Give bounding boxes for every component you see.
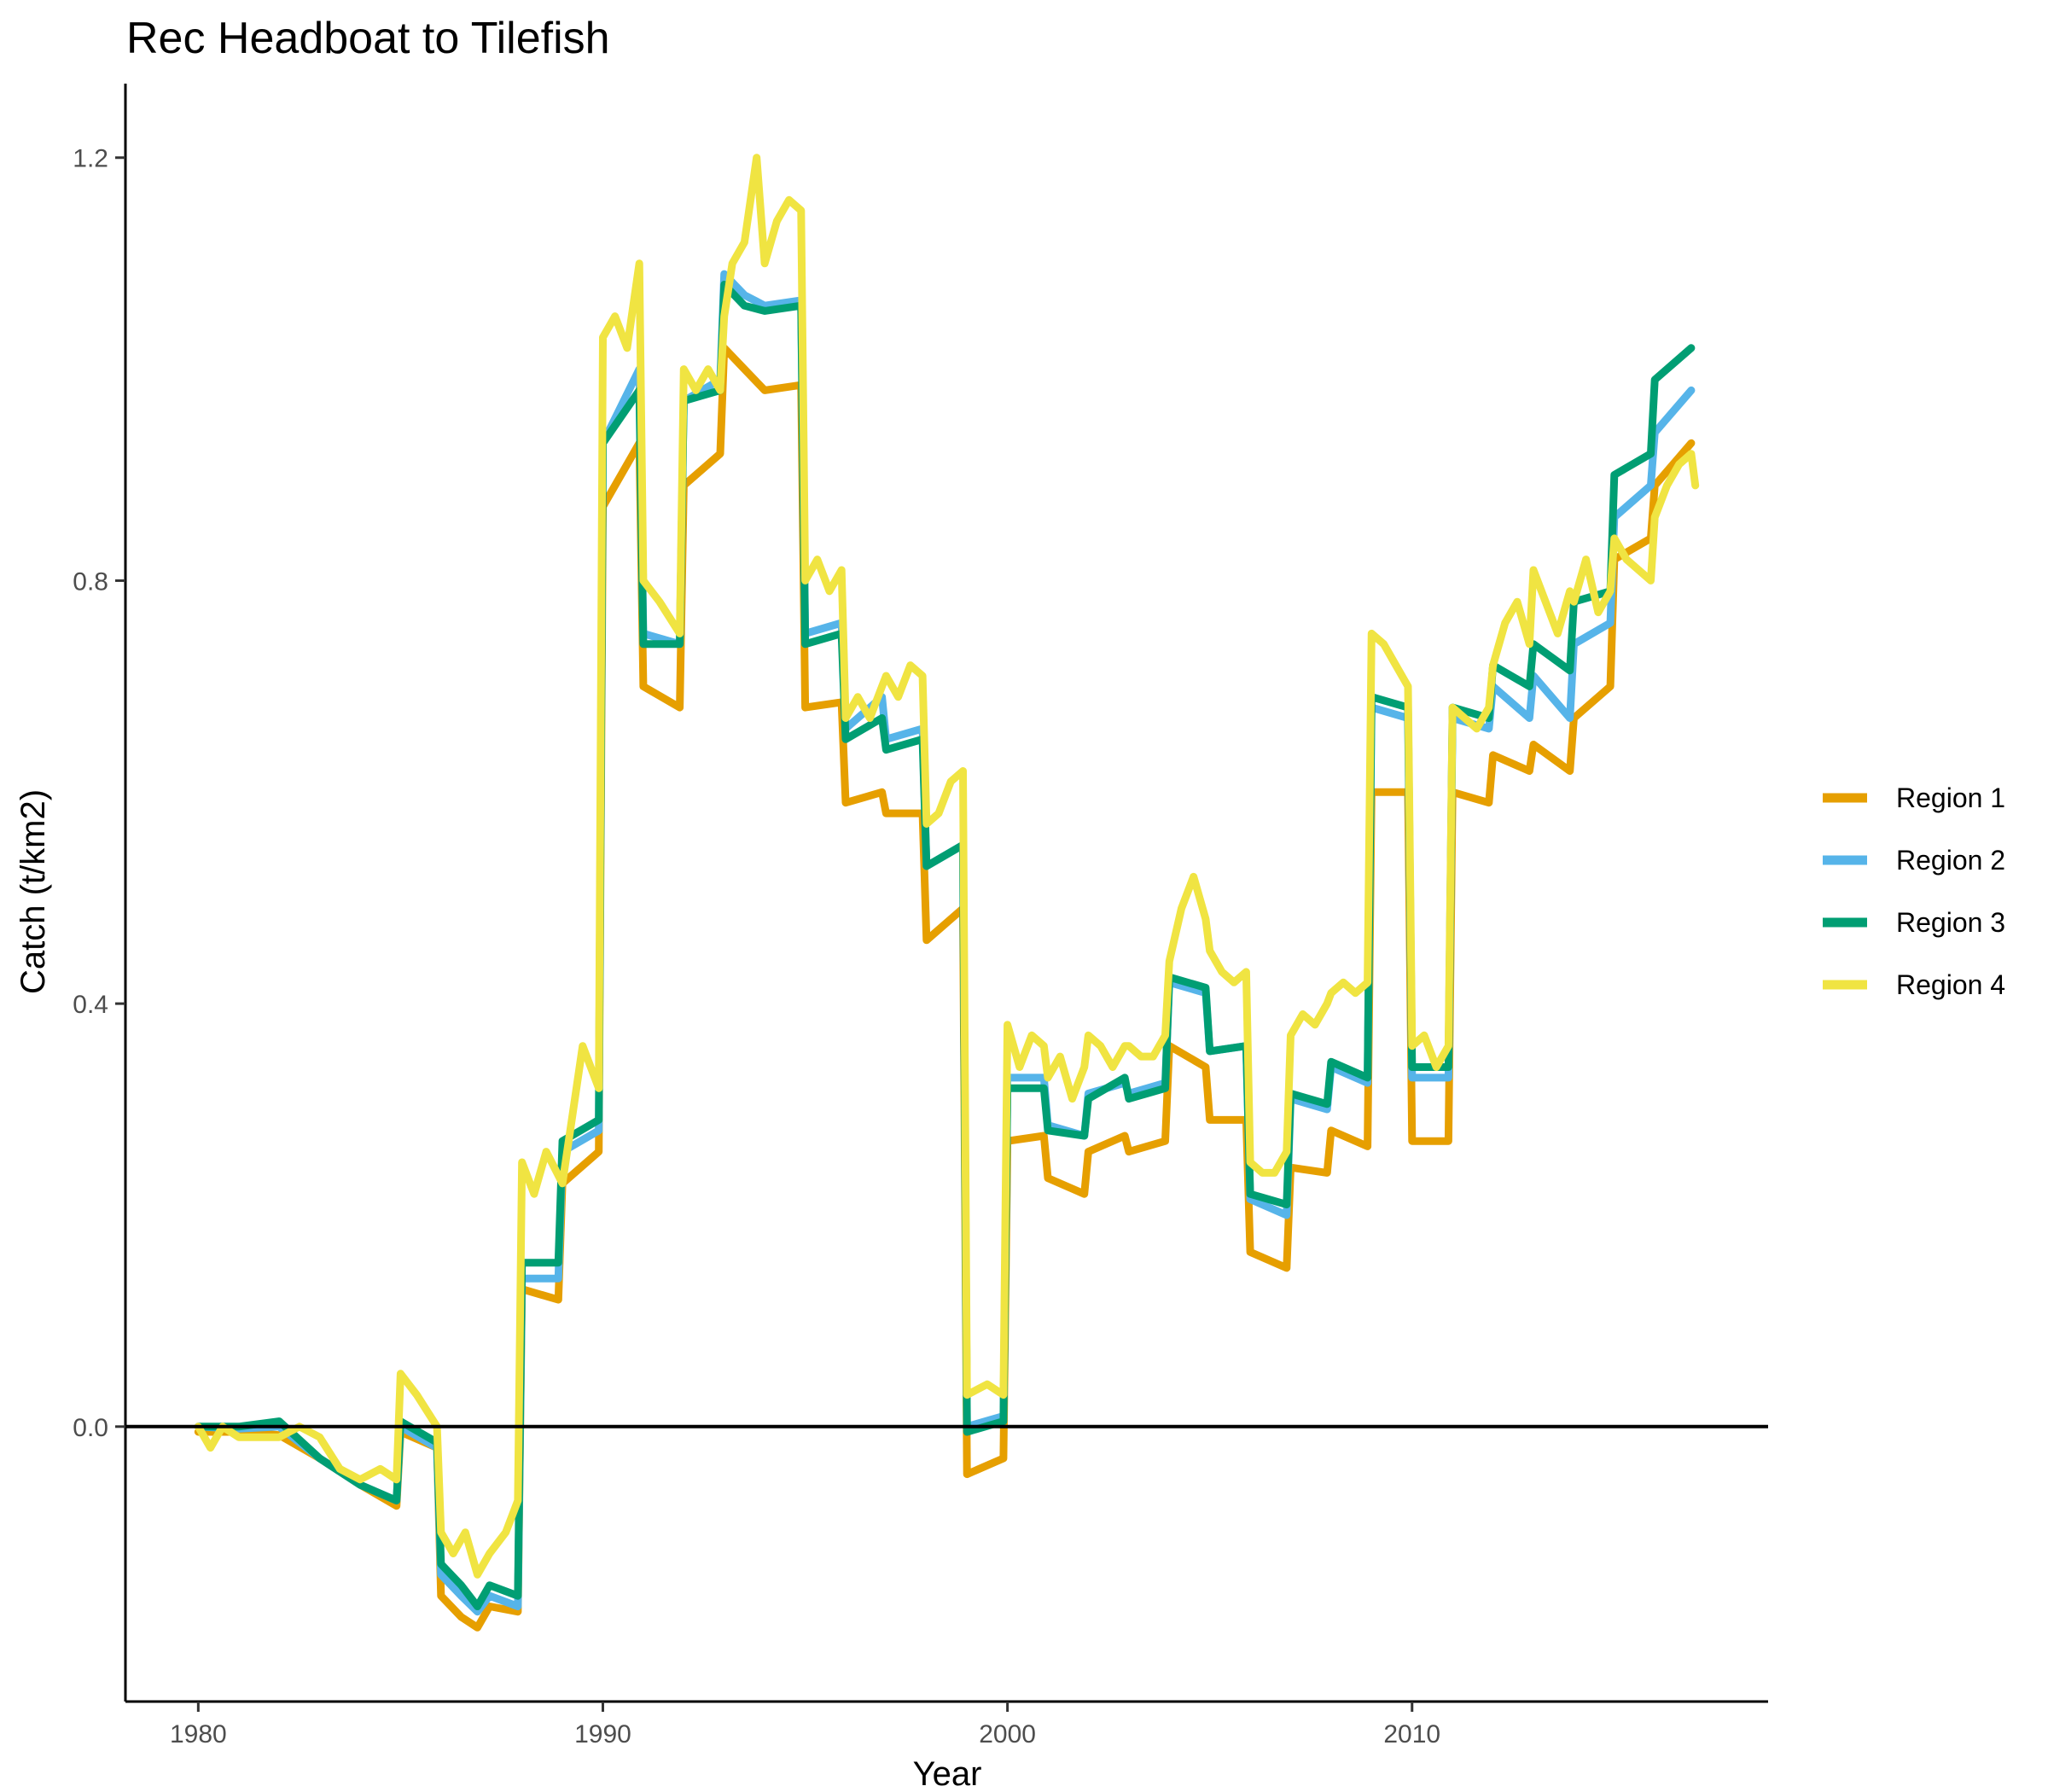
legend: Region 1 Region 2 Region 3 Region 4: [1823, 783, 2005, 1000]
legend-label-region-4: Region 4: [1896, 969, 2005, 1000]
y-tick-label: 0.8: [73, 567, 108, 596]
y-tick-label: 0.4: [73, 991, 108, 1019]
series-line-region-4: [194, 154, 1700, 1579]
axes-layer: [124, 84, 1768, 1703]
x-tick-label: 1980: [170, 1720, 227, 1748]
y-tick-label: 0.0: [73, 1414, 108, 1442]
series-layer: [194, 154, 1700, 1632]
y-axis-title: Catch (t/km2): [15, 789, 52, 994]
x-tick-label: 2010: [1383, 1720, 1440, 1748]
x-axis-title: Year: [913, 1755, 982, 1792]
legend-label-region-1: Region 1: [1896, 783, 2005, 813]
x-tick-label: 2000: [979, 1720, 1036, 1748]
y-tick-label: 1.2: [73, 145, 108, 173]
x-tick-label: 1990: [574, 1720, 631, 1748]
legend-label-region-2: Region 2: [1896, 845, 2005, 876]
series-line-region-2: [194, 270, 1696, 1616]
legend-label-region-3: Region 3: [1896, 907, 2005, 938]
chart-title: Rec Headboat to Tilefish: [126, 14, 610, 63]
ticks-layer: 0.0 0.4 0.8 1.2 1980 1990 2000 2010: [73, 145, 1440, 1748]
